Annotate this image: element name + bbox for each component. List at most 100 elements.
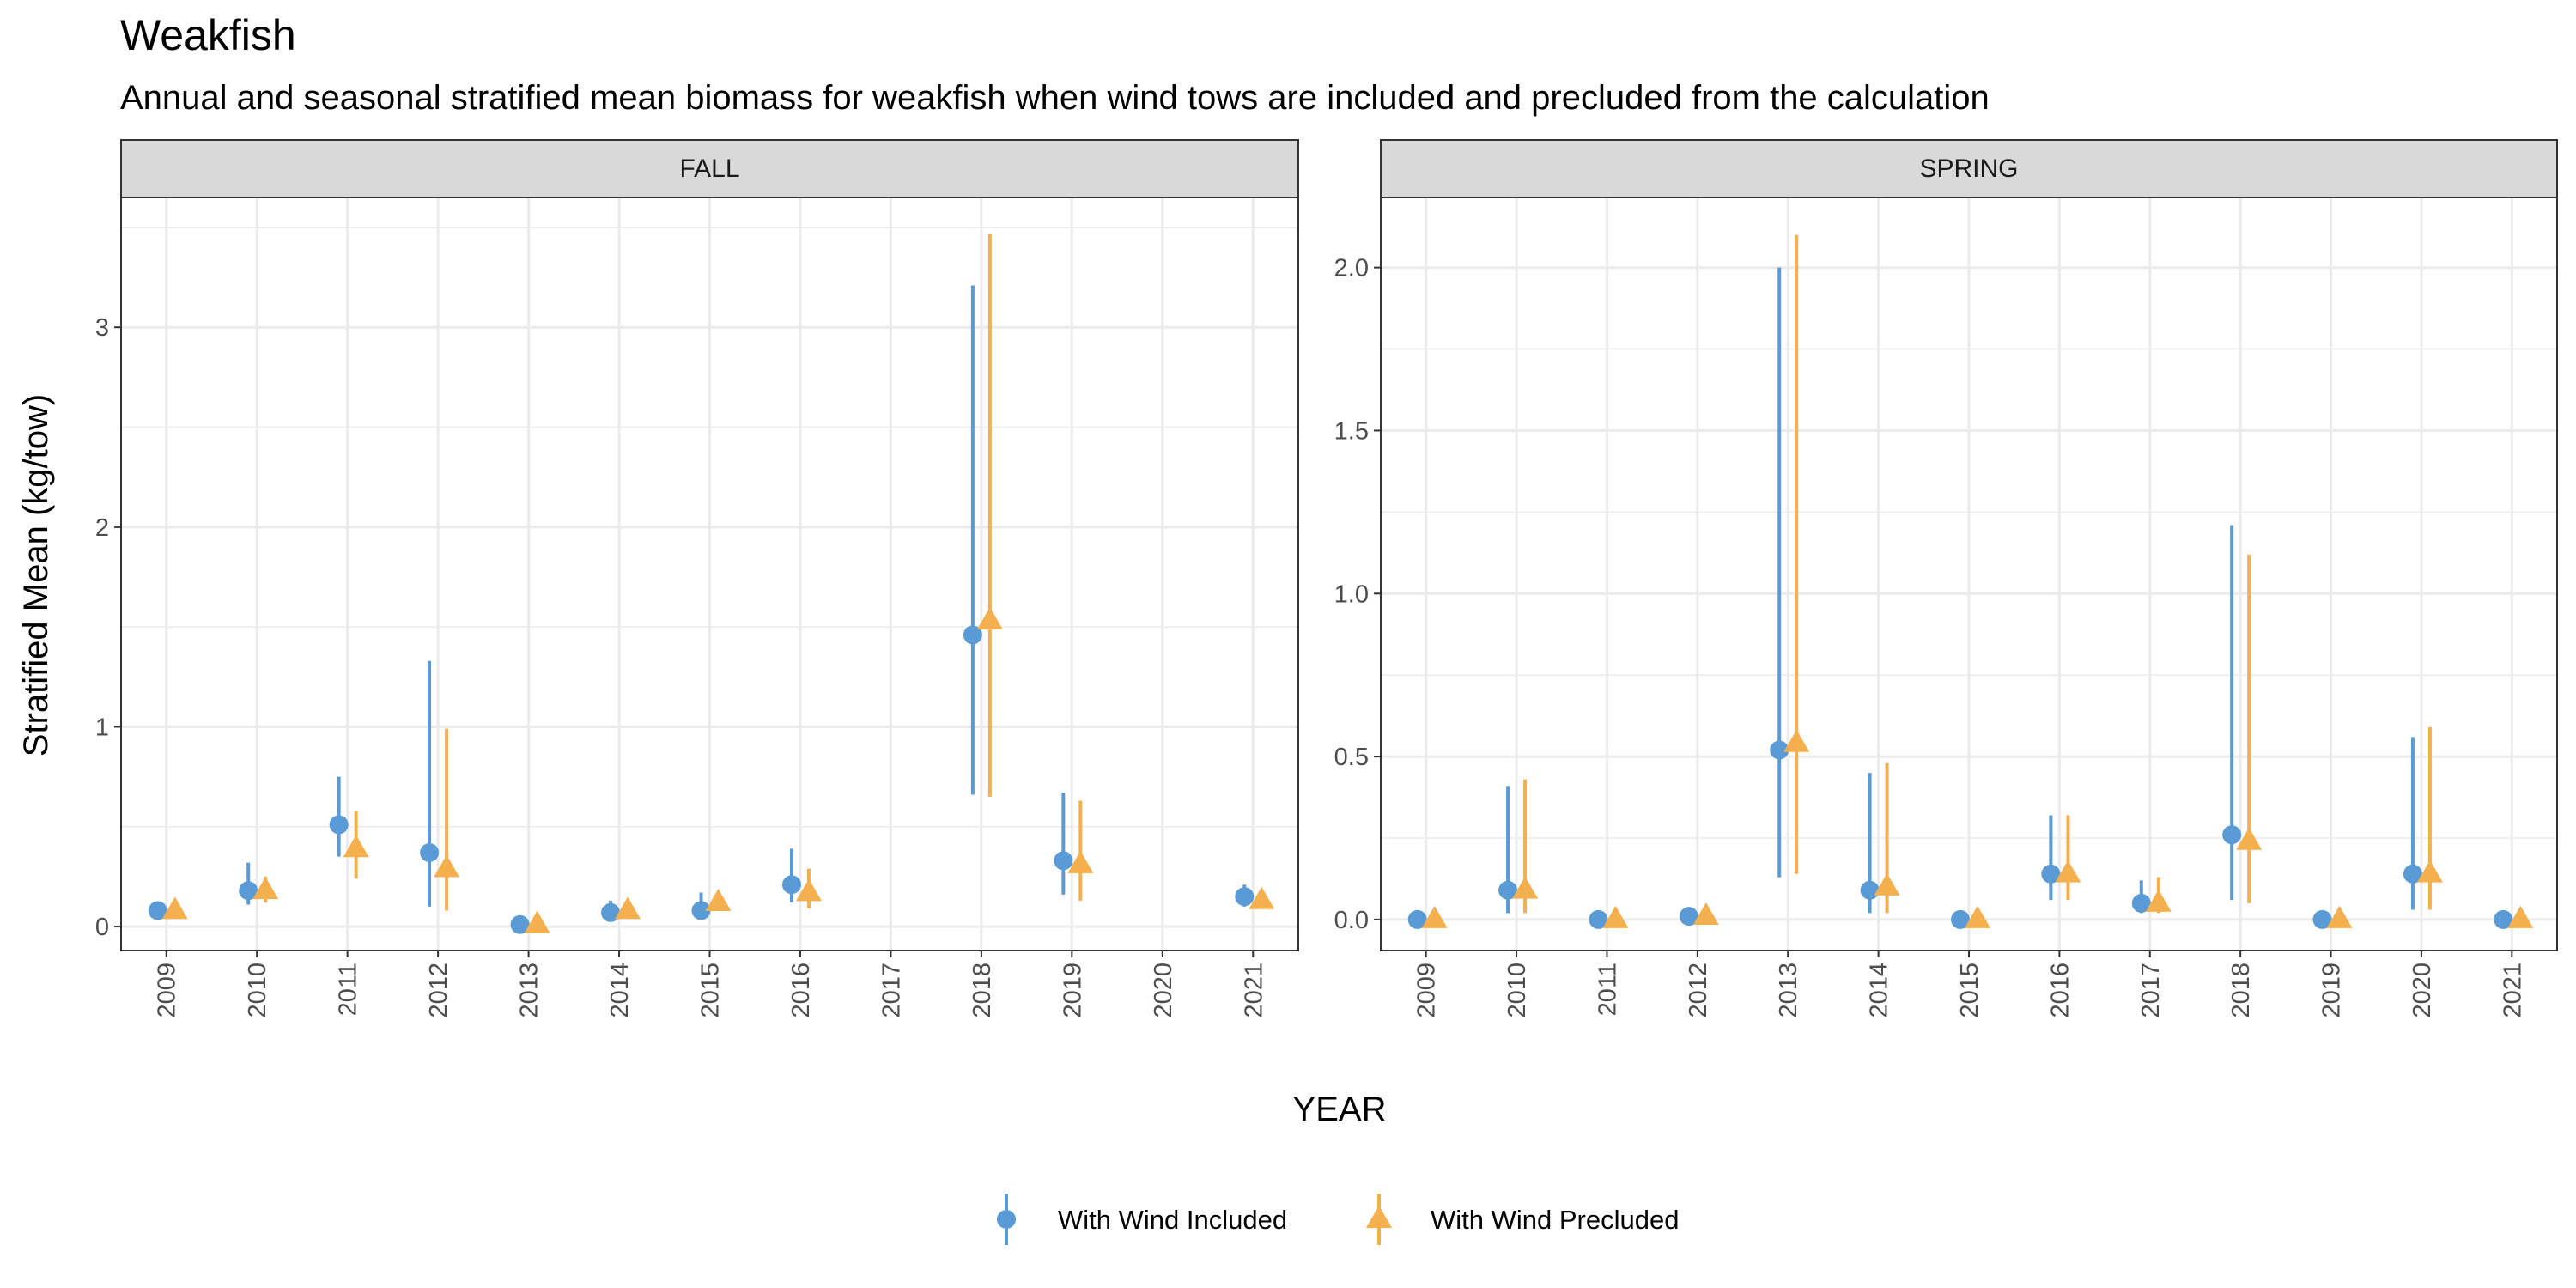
point-marker [329, 815, 349, 835]
point-marker [2507, 905, 2534, 928]
point-marker [795, 878, 822, 902]
x-tick-label: 2021 [2499, 963, 2526, 1018]
x-tick-label: 2020 [2409, 963, 2436, 1018]
point-marker [601, 902, 621, 922]
x-tick-label: 2009 [154, 963, 181, 1018]
x-tick-label: 2019 [2318, 963, 2346, 1018]
panel-fall: FALL 0 1 2 3 2009 2010 2011 2012 2013 2014 2015 2016… [95, 139, 1299, 1018]
point-marker [434, 854, 460, 878]
x-tick-label: 2017 [2137, 963, 2165, 1018]
x-tick-label: 2018 [969, 963, 996, 1018]
x-tick-label: 2010 [244, 963, 271, 1018]
point-marker [1602, 905, 1629, 928]
legend-label: With Wind Included [1058, 1205, 1287, 1235]
x-tick-label: 2016 [787, 963, 815, 1018]
point-marker [1679, 907, 1698, 927]
y-tick-label: 0.5 [1334, 744, 1369, 771]
x-axis-title: YEAR [1293, 1091, 1387, 1128]
point-marker [781, 875, 801, 895]
point-marker [2236, 827, 2263, 850]
point-marker [1235, 887, 1255, 907]
point-marker [1589, 909, 1608, 929]
point-marker [510, 914, 530, 934]
legend-key-triangle [1366, 1206, 1392, 1228]
x-tick-label: 2015 [697, 963, 725, 1018]
legend-label: With Wind Precluded [1431, 1205, 1679, 1235]
point-marker [2055, 860, 2081, 883]
panel-border [120, 197, 1299, 951]
panel-border [1380, 197, 2558, 951]
point-marker [1692, 902, 1719, 926]
point-marker [1421, 905, 1448, 928]
point-marker [1965, 905, 1990, 928]
point-marker [976, 607, 1003, 630]
y-axis-title: Stratified Mean (kg/tow) [17, 394, 55, 756]
point-marker [1783, 729, 1810, 752]
facet-strip [1380, 139, 2558, 198]
point-marker [2403, 864, 2422, 884]
x-tick-label: 2020 [1150, 963, 1177, 1018]
x-tick-label: 2014 [1866, 963, 1893, 1018]
facet-label: SPRING [1919, 155, 2018, 183]
point-marker [2326, 905, 2353, 928]
facet-strip [120, 139, 1299, 198]
point-marker [2416, 860, 2443, 883]
point-marker [1498, 880, 1518, 900]
point-marker [1770, 740, 1789, 760]
legend-key-circle [997, 1210, 1016, 1229]
y-tick-label: 1.0 [1334, 580, 1369, 608]
point-marker [705, 889, 732, 912]
point-marker [1951, 909, 1970, 929]
point-marker [1249, 886, 1275, 909]
point-marker [615, 896, 641, 920]
y-tick-label: 2.0 [1334, 255, 1369, 283]
x-tick-label: 2019 [1059, 963, 1086, 1018]
point-marker [1860, 880, 1880, 900]
point-marker [1512, 876, 1539, 899]
series-precluded [161, 233, 1275, 933]
facet-label: FALL [679, 155, 739, 183]
point-marker [1067, 850, 1094, 873]
point-marker [148, 901, 167, 920]
point-marker [524, 910, 550, 933]
x-tick-label: 2014 [606, 963, 634, 1018]
y-tick-label: 3 [95, 314, 109, 342]
x-tick-label: 2010 [1504, 963, 1531, 1018]
x-tick-label: 2011 [1594, 963, 1621, 1016]
point-marker [963, 625, 982, 645]
series-included [148, 285, 1255, 934]
series-precluded [1421, 234, 2534, 928]
point-marker [2494, 909, 2513, 929]
y-tick-label: 0 [95, 914, 109, 941]
point-marker [1407, 909, 1427, 929]
x-tick-label: 2021 [1240, 963, 1267, 1018]
y-tick-label: 1 [95, 714, 109, 741]
point-marker [420, 843, 440, 863]
x-tick-label: 2013 [1775, 963, 1802, 1018]
point-marker [239, 881, 258, 901]
panel-spring: SPRING 0.0 0.5 1.0 1.5 2.0 2009 2010 2011 2012 201… [1334, 139, 2558, 1018]
point-marker [2131, 893, 2151, 913]
point-marker [2145, 889, 2172, 912]
x-tick-label: 2015 [1956, 963, 1984, 1018]
x-tick-label: 2012 [1685, 963, 1712, 1018]
x-tick-label: 2009 [1413, 963, 1441, 1018]
chart-subtitle: Annual and seasonal stratified mean biom… [120, 79, 1990, 117]
x-tick-label: 2011 [335, 963, 362, 1016]
point-marker [2041, 864, 2061, 884]
point-marker [1874, 872, 1900, 896]
point-marker [252, 877, 279, 900]
y-tick-label: 1.5 [1334, 417, 1369, 445]
legend-item: With Wind Included [997, 1194, 1287, 1245]
point-marker [1054, 851, 1073, 871]
legend-item: With Wind Precluded [1366, 1194, 1679, 1245]
point-marker [2222, 825, 2242, 845]
y-tick-label: 2 [95, 514, 109, 542]
point-marker [161, 896, 188, 920]
y-tick-label: 0.0 [1334, 907, 1369, 934]
x-tick-label: 2013 [516, 963, 544, 1018]
facet-panels: FALL 0 1 2 3 2009 2010 2011 2012 2013 2014 2015 2016… [95, 139, 2558, 1018]
x-tick-label: 2017 [878, 963, 905, 1018]
chart-title: Weakfish [120, 11, 296, 59]
